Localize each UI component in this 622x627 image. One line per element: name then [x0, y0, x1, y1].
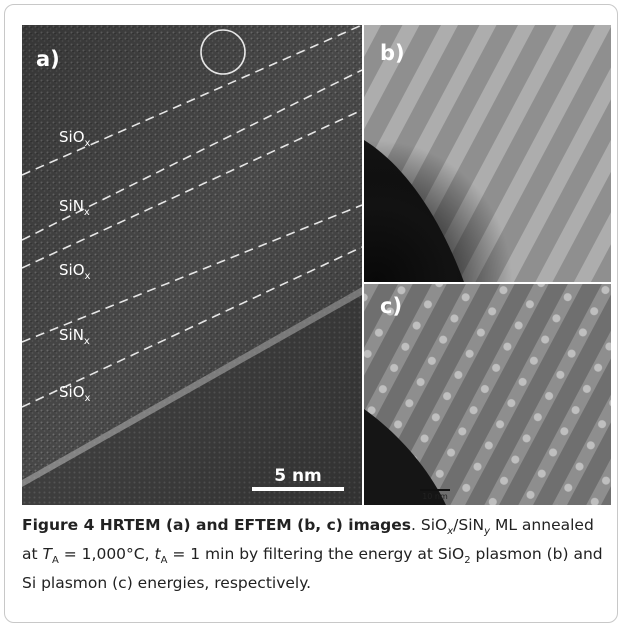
figure-caption: Figure 4 HRTEM (a) and EFTEM (b, c) imag…: [22, 514, 614, 594]
panel-c-label: c): [380, 294, 403, 318]
caption-sub-2: 2: [464, 555, 471, 567]
panel-b-eftem-image: b): [364, 25, 611, 282]
caption-text-time: = 1 min by filtering the energy at SiO: [167, 545, 465, 564]
panel-a-scale-bar: 5 nm: [252, 466, 344, 491]
caption-sub-tA: A: [160, 555, 168, 567]
caption-text-sin: /SiN: [453, 516, 485, 534]
caption-text-sio: SiO: [420, 516, 448, 534]
panel-a-scale-bar-line: [252, 487, 344, 491]
panel-c-scale-bar-line: [420, 489, 450, 491]
panel-c-scale-bar-label: 10 nm: [422, 492, 448, 501]
panel-c-scale-bar: 10 nm: [420, 489, 450, 501]
layer-label-siox-2: SiOx: [59, 261, 91, 282]
panel-b-label: b): [380, 41, 405, 65]
caption-sub-TA: A: [51, 555, 59, 567]
layer-label-siox-3: SiOx: [59, 383, 91, 404]
eftem-b-image-graphic: [364, 25, 611, 282]
caption-period: .: [411, 516, 416, 534]
caption-sub-y: y: [484, 526, 491, 538]
panel-a-scale-bar-label: 5 nm: [274, 466, 322, 486]
caption-text-tail: plasmon (b) and Si plasmon (c) energies,…: [22, 545, 603, 593]
caption-sub-x: x: [447, 526, 454, 538]
hrtem-image-graphic: [22, 25, 362, 505]
layer-label-sinx-2: SiNx: [59, 326, 90, 347]
caption-var-t: t: [154, 545, 161, 564]
panel-a-label: a): [36, 47, 60, 71]
figure-frame: a) SiOx SiNx SiOx SiNx SiOx 5 nm: [4, 4, 618, 623]
caption-var-T: T: [42, 545, 52, 564]
layer-label-sinx-1: SiNx: [59, 197, 90, 218]
caption-text-temp: = 1,000°C,: [58, 545, 155, 564]
caption-title: Figure 4 HRTEM (a) and EFTEM (b, c) imag…: [22, 516, 412, 534]
panel-c-eftem-image: c) 10 nm: [364, 284, 611, 505]
eftem-c-image-graphic: [364, 284, 611, 505]
caption-text-ml: ML annealed at: [22, 516, 594, 564]
panel-a-hrtem-image: a) SiOx SiNx SiOx SiNx SiOx 5 nm: [22, 25, 362, 505]
layer-label-siox-1: SiOx: [59, 128, 91, 149]
